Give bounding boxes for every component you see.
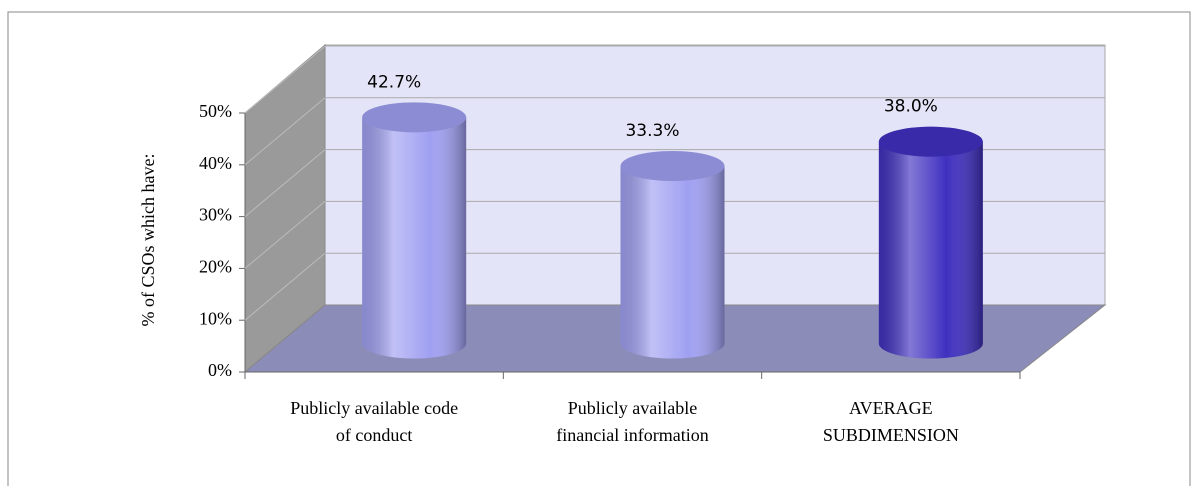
y-tick-label: 0% [208,360,232,380]
frame [7,11,1191,486]
x-tick-label: of conduct [336,425,412,445]
y-axis-label: % of CSOs which have: [138,154,158,327]
y-tick-label: 10% [199,308,232,328]
value-label: 38.0% [884,97,938,117]
bar-shade [620,166,725,359]
x-tick-label: SUBDIMENSION [823,425,959,445]
bar-top-shade [878,126,983,157]
x-tick-label: Publicly available code [290,398,458,418]
bar-top [362,102,467,133]
x-tick-label: Publicly available [568,398,697,418]
y-tick-label: 50% [199,101,232,121]
bar-top [878,126,983,157]
grid-line [244,201,326,269]
bar-shade [878,141,983,359]
grid-line [244,252,326,321]
value-label: 42.7% [367,72,421,92]
y-tick-label: 20% [199,257,232,277]
x-tick-label: AVERAGE [849,398,933,418]
value-label: 33.3% [625,121,679,141]
grid-line [244,97,326,166]
grid-line [244,149,326,217]
bar-top-shade [620,151,725,182]
bar-shade [362,117,467,359]
y-tick-label: 30% [199,205,232,225]
y-tick-label: 40% [199,153,232,173]
bar-top [620,151,725,182]
bar-top-shade [362,102,467,133]
grid-line [244,45,326,114]
x-tick-label: financial information [556,425,708,445]
